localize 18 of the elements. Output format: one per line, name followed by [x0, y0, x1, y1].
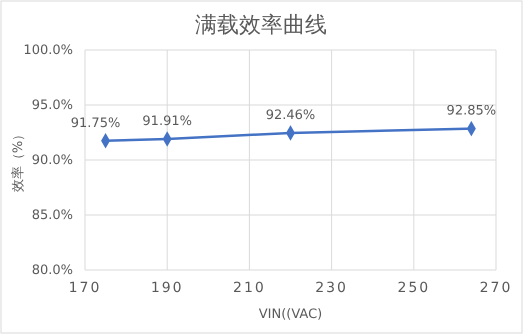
x-tick-label: 210	[233, 280, 266, 296]
y-tick-label: 80.0%	[32, 263, 73, 278]
x-axis-title: VIN((VAC)	[258, 307, 322, 322]
text: 92.85%	[446, 104, 496, 119]
y-tick-label: 95.0%	[32, 98, 73, 114]
y-tick-label: 100.0%	[23, 43, 73, 58]
x-tick-label: 190	[150, 280, 184, 296]
text: 91.75%	[70, 116, 120, 131]
y-tick-label: 90.0%	[32, 153, 73, 168]
text: 91.91%	[142, 114, 192, 129]
chart-title: 满载效率曲线	[195, 13, 327, 38]
x-tick-label: 250	[397, 280, 430, 296]
x-tick-label: 230	[315, 280, 348, 296]
text: 92.46%	[266, 108, 316, 123]
x-tick-label: 270	[480, 280, 512, 296]
x-tick-label: 170	[68, 280, 102, 296]
y-tick-label: 85.0%	[32, 208, 73, 224]
y-axis-title: 效率（%）	[10, 128, 26, 192]
